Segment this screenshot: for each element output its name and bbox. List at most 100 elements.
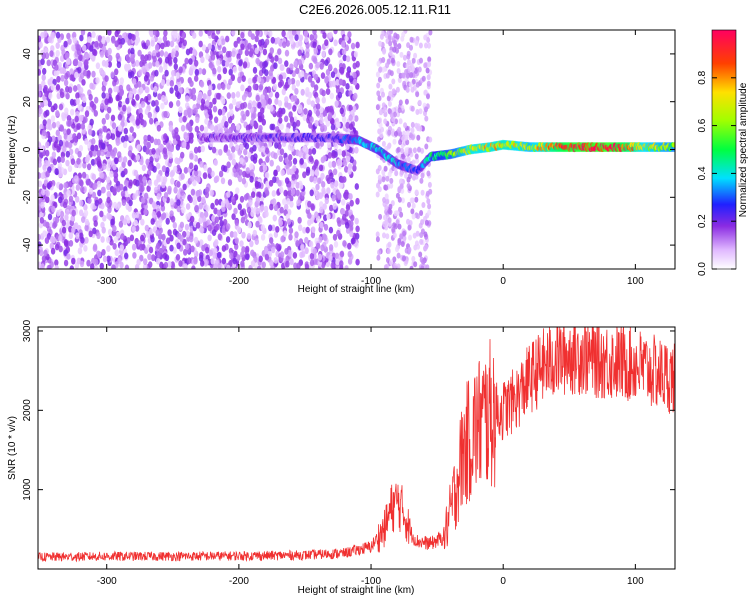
- spectrogram-noise-cell: [288, 111, 293, 119]
- spectrogram-noise-cell: [106, 190, 112, 198]
- spectrogram-noise-cell: [324, 115, 329, 123]
- spectrogram-noise-cell: [251, 100, 257, 108]
- spectrogram-noise-cell: [200, 56, 205, 64]
- spectrogram-noise-cell: [45, 190, 50, 197]
- spectrogram-noise-cell: [148, 30, 154, 36]
- spectrogram-noise-cell: [409, 197, 414, 204]
- spectrogram-noise-cell: [38, 172, 42, 179]
- spectrogram-noise-cell: [159, 175, 164, 183]
- spectrogram-noise-cell: [307, 200, 312, 208]
- spectrogram-noise-cell: [375, 191, 380, 198]
- spectrogram-noise-cell: [214, 198, 219, 206]
- spectrogram-noise-cell: [341, 48, 347, 56]
- spectrogram-noise-cell: [101, 186, 106, 194]
- spectrogram-noise-cell: [93, 110, 99, 117]
- spectrogram-noise-cell: [110, 114, 116, 122]
- spectrogram-noise-cell: [237, 76, 242, 84]
- spectrogram-noise-cell: [250, 260, 256, 267]
- spectrogram-noise-cell: [240, 84, 245, 92]
- spectrogram-noise-cell: [382, 197, 387, 203]
- spectrogram-noise-cell: [279, 123, 284, 131]
- spectrogram-noise-cell: [345, 155, 351, 163]
- spectrogram-noise-cell: [326, 177, 332, 185]
- spectrogram-noise-cell: [51, 31, 56, 39]
- spectrogram-noise-cell: [383, 118, 388, 125]
- spectrogram-noise-cell: [328, 48, 333, 56]
- spectrogram-noise-cell: [411, 159, 416, 166]
- spectrogram-noise-cell: [268, 224, 273, 232]
- spectrogram-noise-cell: [110, 71, 115, 79]
- spectrogram-noise-cell: [59, 210, 65, 218]
- spectrogram-noise-cell: [325, 88, 331, 95]
- spectrogram-noise-cell: [407, 201, 411, 208]
- spectrogram-noise-cell: [387, 171, 392, 178]
- spectrogram-noise-cell: [423, 89, 428, 96]
- spectrogram-noise-cell: [205, 53, 210, 60]
- spectrogram-noise-cell: [159, 143, 164, 151]
- spectrogram-noise-cell: [424, 42, 428, 49]
- spectrogram-noise-cell: [152, 165, 157, 173]
- spectrogram-noise-cell: [101, 249, 106, 256]
- spectrogram-noise-cell: [308, 62, 314, 70]
- spectrogram-noise-cell: [287, 189, 292, 197]
- spectrogram-noise-cell: [292, 252, 298, 259]
- spectrogram-noise-cell: [118, 220, 124, 228]
- spectrogram-noise-cell: [178, 66, 183, 74]
- spectrogram-noise-cell: [45, 170, 50, 178]
- spectrogram-noise-cell: [295, 189, 300, 197]
- spectrogram-noise-cell: [163, 30, 168, 37]
- spectrogram-noise-cell: [226, 264, 231, 269]
- spectrogram-noise-cell: [101, 37, 106, 45]
- spectrogram-noise-cell: [128, 93, 133, 101]
- spectrogram-noise-cell: [131, 98, 136, 106]
- spectrogram-noise-cell: [407, 224, 412, 231]
- spectrogram-noise-cell: [261, 261, 266, 269]
- spectrogram-noise-cell: [271, 190, 276, 197]
- spectrogram-noise-cell: [292, 121, 297, 129]
- spectrogram-noise-cell: [424, 115, 429, 122]
- spectrogram-noise-cell: [171, 69, 176, 77]
- spectrogram-noise-cell: [108, 54, 113, 62]
- spectrogram-noise-cell: [55, 84, 61, 91]
- spectrogram-noise-cell: [84, 236, 89, 244]
- spectrogram-noise-cell: [94, 144, 99, 152]
- spectrogram-noise-cell: [268, 69, 273, 77]
- spectrogram-noise-cell: [96, 149, 102, 157]
- spectrogram-noise-cell: [329, 172, 334, 180]
- spectrogram-noise-cell: [399, 170, 404, 177]
- spectrogram-noise-cell: [161, 94, 166, 102]
- spectrogram-noise-cell: [255, 94, 260, 102]
- spectrogram-noise-cell: [83, 204, 88, 211]
- spectrogram-x-ticks: -300 -200 -100 0 100: [97, 30, 644, 287]
- spectrogram-noise-cell: [124, 264, 130, 269]
- spectrogram-noise-cell: [348, 114, 353, 121]
- spectrogram-noise-cell: [274, 91, 280, 99]
- spectrogram-noise-cell: [226, 223, 231, 231]
- spectrogram-noise-cell: [117, 151, 122, 159]
- spectrogram-noise-cell: [397, 126, 402, 133]
- spectrogram-noise-cell: [252, 229, 257, 237]
- spectrogram-noise-cell: [131, 225, 136, 233]
- spectrogram-noise-cell: [77, 66, 82, 74]
- spectrogram-noise-cell: [331, 161, 337, 168]
- spectrogram-noise-cell: [393, 210, 398, 217]
- spectrogram-noise-cell: [88, 128, 93, 136]
- spectrogram-noise-cell: [107, 30, 112, 36]
- spectrogram-noise-cell: [217, 83, 222, 90]
- spectrogram-noise-cell: [286, 67, 291, 74]
- spectrogram-noise-cell: [59, 67, 65, 74]
- spectrogram-noise-cell: [250, 210, 255, 218]
- spectrogram-noise-cell: [165, 217, 170, 225]
- spectrogram-noise-cell: [338, 78, 344, 86]
- spectrogram-noise-cell: [49, 50, 54, 57]
- spectrogram-noise-cell: [244, 49, 250, 57]
- spectrogram-noise-cell: [80, 123, 86, 130]
- spectrogram-noise-cell: [157, 37, 162, 44]
- spectrogram-noise-cell: [155, 242, 161, 250]
- spectrogram-noise-cell: [62, 145, 67, 153]
- spectrogram-noise-cell: [106, 236, 111, 244]
- spectrogram-noise-cell: [223, 165, 228, 173]
- spectrogram-noise-cell: [427, 181, 432, 188]
- spectrogram-noise-cell: [290, 145, 295, 152]
- spectrogram-noise-cell: [282, 198, 287, 206]
